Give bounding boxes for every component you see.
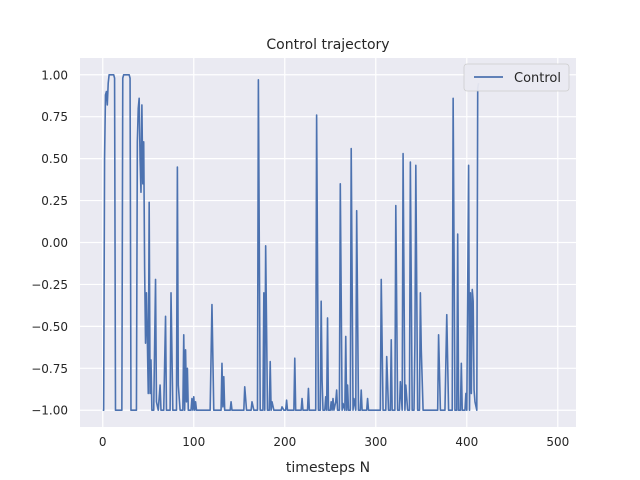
tick-labels: 0 100 200 300 400 500 1.00 0.75 0.50 0.25 0.00 −0.2…: [31, 68, 569, 449]
legend: Control: [463, 63, 570, 92]
x-tick-label: 500: [546, 435, 569, 449]
series-line-control: [102, 73, 480, 412]
y-tick-label: −1.00: [31, 404, 68, 418]
x-tick-label: 200: [273, 435, 296, 449]
y-tick-label: 0.75: [41, 110, 68, 124]
x-tick-label: 400: [455, 435, 478, 449]
x-tick-label: 100: [182, 435, 205, 449]
y-tick-label: −0.25: [31, 278, 68, 292]
x-tick-label: 300: [364, 435, 387, 449]
y-tick-label: −0.75: [31, 362, 68, 376]
y-tick-label: 0.25: [41, 194, 68, 208]
y-tick-label: 0.00: [41, 236, 68, 250]
y-tick-label: −0.50: [31, 320, 68, 334]
x-axis-label: timesteps N: [286, 460, 370, 476]
y-tick-label: 1.00: [41, 68, 68, 82]
legend-label-control: Control: [514, 71, 561, 86]
chart-title: Control trajectory: [266, 37, 389, 53]
x-tick-label: 0: [99, 435, 107, 449]
legend-box: [463, 63, 570, 92]
y-tick-label: 0.50: [41, 152, 68, 166]
series-layer: [102, 73, 480, 412]
